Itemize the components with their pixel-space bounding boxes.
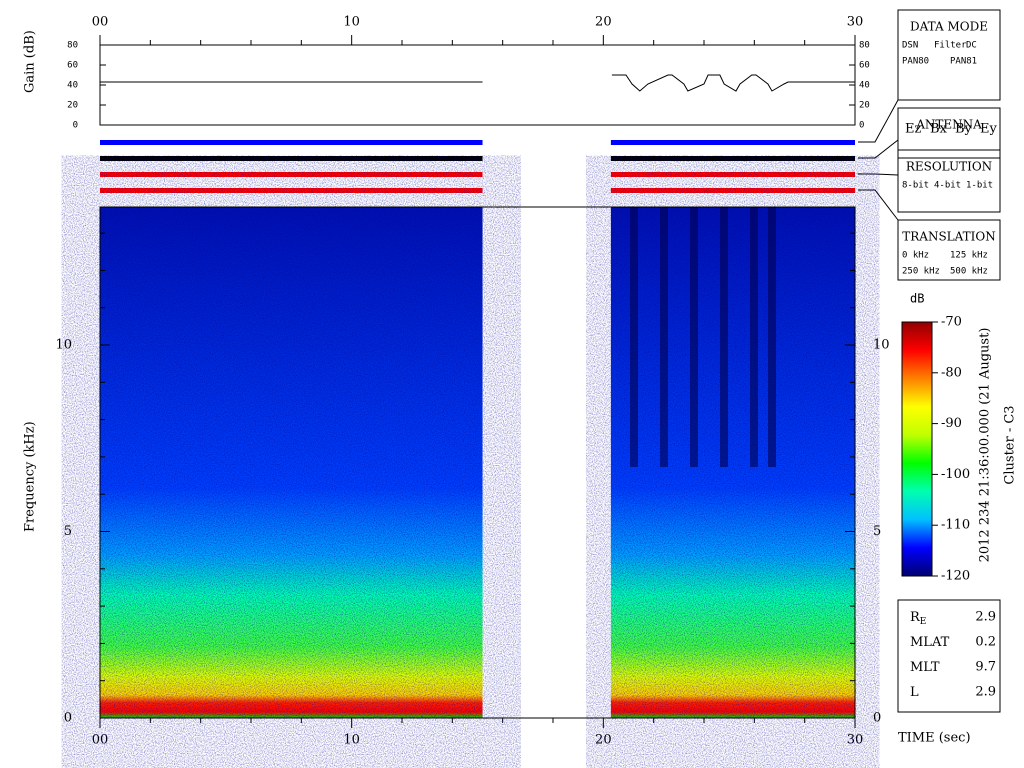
x-tick-label: 30: [847, 15, 864, 30]
colorbar-tick-label: -70: [941, 315, 962, 330]
status-bar: [100, 140, 483, 145]
legend-item: Ey: [980, 122, 997, 137]
dark-stripe: [750, 207, 758, 467]
legend-title: TRANSLATION: [902, 230, 996, 244]
y-tick-label: 10: [873, 338, 890, 353]
colorbar-tick-label: -120: [941, 569, 970, 584]
y-tick-label: 40: [67, 81, 78, 91]
x-tick-label: 10: [343, 15, 360, 30]
time-label: TIME (sec): [898, 731, 971, 746]
colorbar-unit: dB: [910, 292, 924, 306]
legend-item: 1-bit: [966, 181, 993, 191]
ephemeris-label: MLT: [910, 660, 940, 675]
ephemeris-label-text: L: [910, 685, 919, 700]
legend-item: 8-bit: [902, 181, 929, 191]
caption: 2012 234 21:36:00.000 (21 August): [978, 328, 993, 563]
gain-line: [611, 74, 855, 92]
legend-box: [897, 107, 1001, 159]
y-tick-label: 10: [55, 338, 72, 353]
legend-title: DATA MODE: [910, 20, 988, 34]
x-tick-label: 20: [595, 15, 612, 30]
colorbar: [901, 321, 933, 577]
y-tick-label: 0: [873, 711, 881, 726]
ephemeris-value: 9.7: [975, 660, 996, 675]
colorbar-tick-label: -100: [941, 467, 970, 482]
y-tick-label: 80: [67, 41, 78, 51]
x-tick-label: 10: [343, 733, 360, 748]
legend-item: By: [955, 122, 973, 137]
legend-item: PAN81: [950, 57, 977, 67]
y-tick-label: 60: [859, 61, 870, 71]
legend-item: DC: [966, 41, 977, 51]
ephemeris-label-text: MLT: [910, 660, 940, 675]
legend-item: 500 kHz: [950, 267, 988, 277]
y-tick-label: 20: [859, 101, 870, 111]
y-tick-label: 0: [859, 121, 864, 131]
dark-stripe: [690, 207, 698, 467]
legend-item: Bx: [930, 122, 948, 137]
y-tick-label: 60: [67, 61, 78, 71]
frequency-label: Frequency (kHz): [23, 421, 38, 532]
dark-stripe: [720, 207, 728, 467]
connectors: [858, 99, 899, 221]
gain-label: Gain (dB): [23, 30, 38, 93]
ephemeris-label-text: R: [910, 610, 921, 625]
status-bar: [100, 172, 483, 177]
ephemeris-label: L: [910, 685, 919, 700]
legend-item: PAN80: [902, 57, 929, 67]
status-bar: [100, 188, 483, 193]
ephemeris-box: [897, 599, 1001, 713]
legend-item: DSN: [902, 41, 918, 51]
dark-stripe: [660, 207, 668, 467]
dark-stripe: [768, 207, 776, 467]
gain-frame: [99, 44, 856, 126]
spacecraft: Cluster - C3: [1003, 405, 1018, 484]
legend-item: 0 kHz: [902, 251, 929, 261]
x-tick-label: 00: [92, 733, 109, 748]
ephemeris-label: MLAT: [910, 635, 950, 650]
legend-box: [897, 219, 1001, 281]
y-tick-label: 20: [67, 101, 78, 111]
status-bar: [610, 188, 855, 193]
ephemeris-label: RE: [910, 610, 926, 627]
colorbar-tick-label: -90: [941, 416, 962, 431]
x-tick-label: 00: [92, 15, 109, 30]
ephemeris-value: 0.2: [975, 635, 996, 650]
colorbar-tick-label: -110: [941, 518, 970, 533]
legend-title: ANTENNA: [915, 118, 982, 132]
y-tick-label: 40: [859, 81, 870, 91]
colorbar-tick-label: -80: [941, 365, 962, 380]
y-tick-label: 5: [873, 524, 881, 539]
legend-item: Filter: [934, 41, 967, 51]
status-bar: [610, 156, 855, 161]
legend-box: [897, 9, 1001, 101]
y-tick-label: 80: [859, 41, 870, 51]
legend-box: [897, 149, 1001, 213]
x-tick-label: 20: [595, 733, 612, 748]
y-tick-label: 0: [64, 711, 72, 726]
status-bar: [100, 156, 483, 161]
legend-item: 250 kHz: [902, 267, 940, 277]
legend-item: 4-bit: [934, 181, 961, 191]
legend-item: Ez: [905, 122, 921, 137]
ephemeris-value: 2.9: [975, 685, 996, 700]
spectrogram-noise: [610, 207, 855, 718]
y-tick-label: 5: [64, 524, 72, 539]
spectrogram-noise: [100, 207, 483, 718]
legend-item: 125 kHz: [950, 251, 988, 261]
dark-stripe: [630, 207, 638, 467]
ephemeris-sub: E: [920, 617, 927, 627]
y-tick-label: 0: [73, 121, 78, 131]
ephemeris-value: 2.9: [975, 610, 996, 625]
x-tick-label: 30: [847, 733, 864, 748]
legend-title: RESOLUTION: [906, 160, 992, 174]
status-bar: [610, 172, 855, 177]
status-bar: [610, 140, 855, 145]
spectrogram-frame: [99, 206, 856, 719]
ephemeris-label-text: MLAT: [910, 635, 950, 650]
